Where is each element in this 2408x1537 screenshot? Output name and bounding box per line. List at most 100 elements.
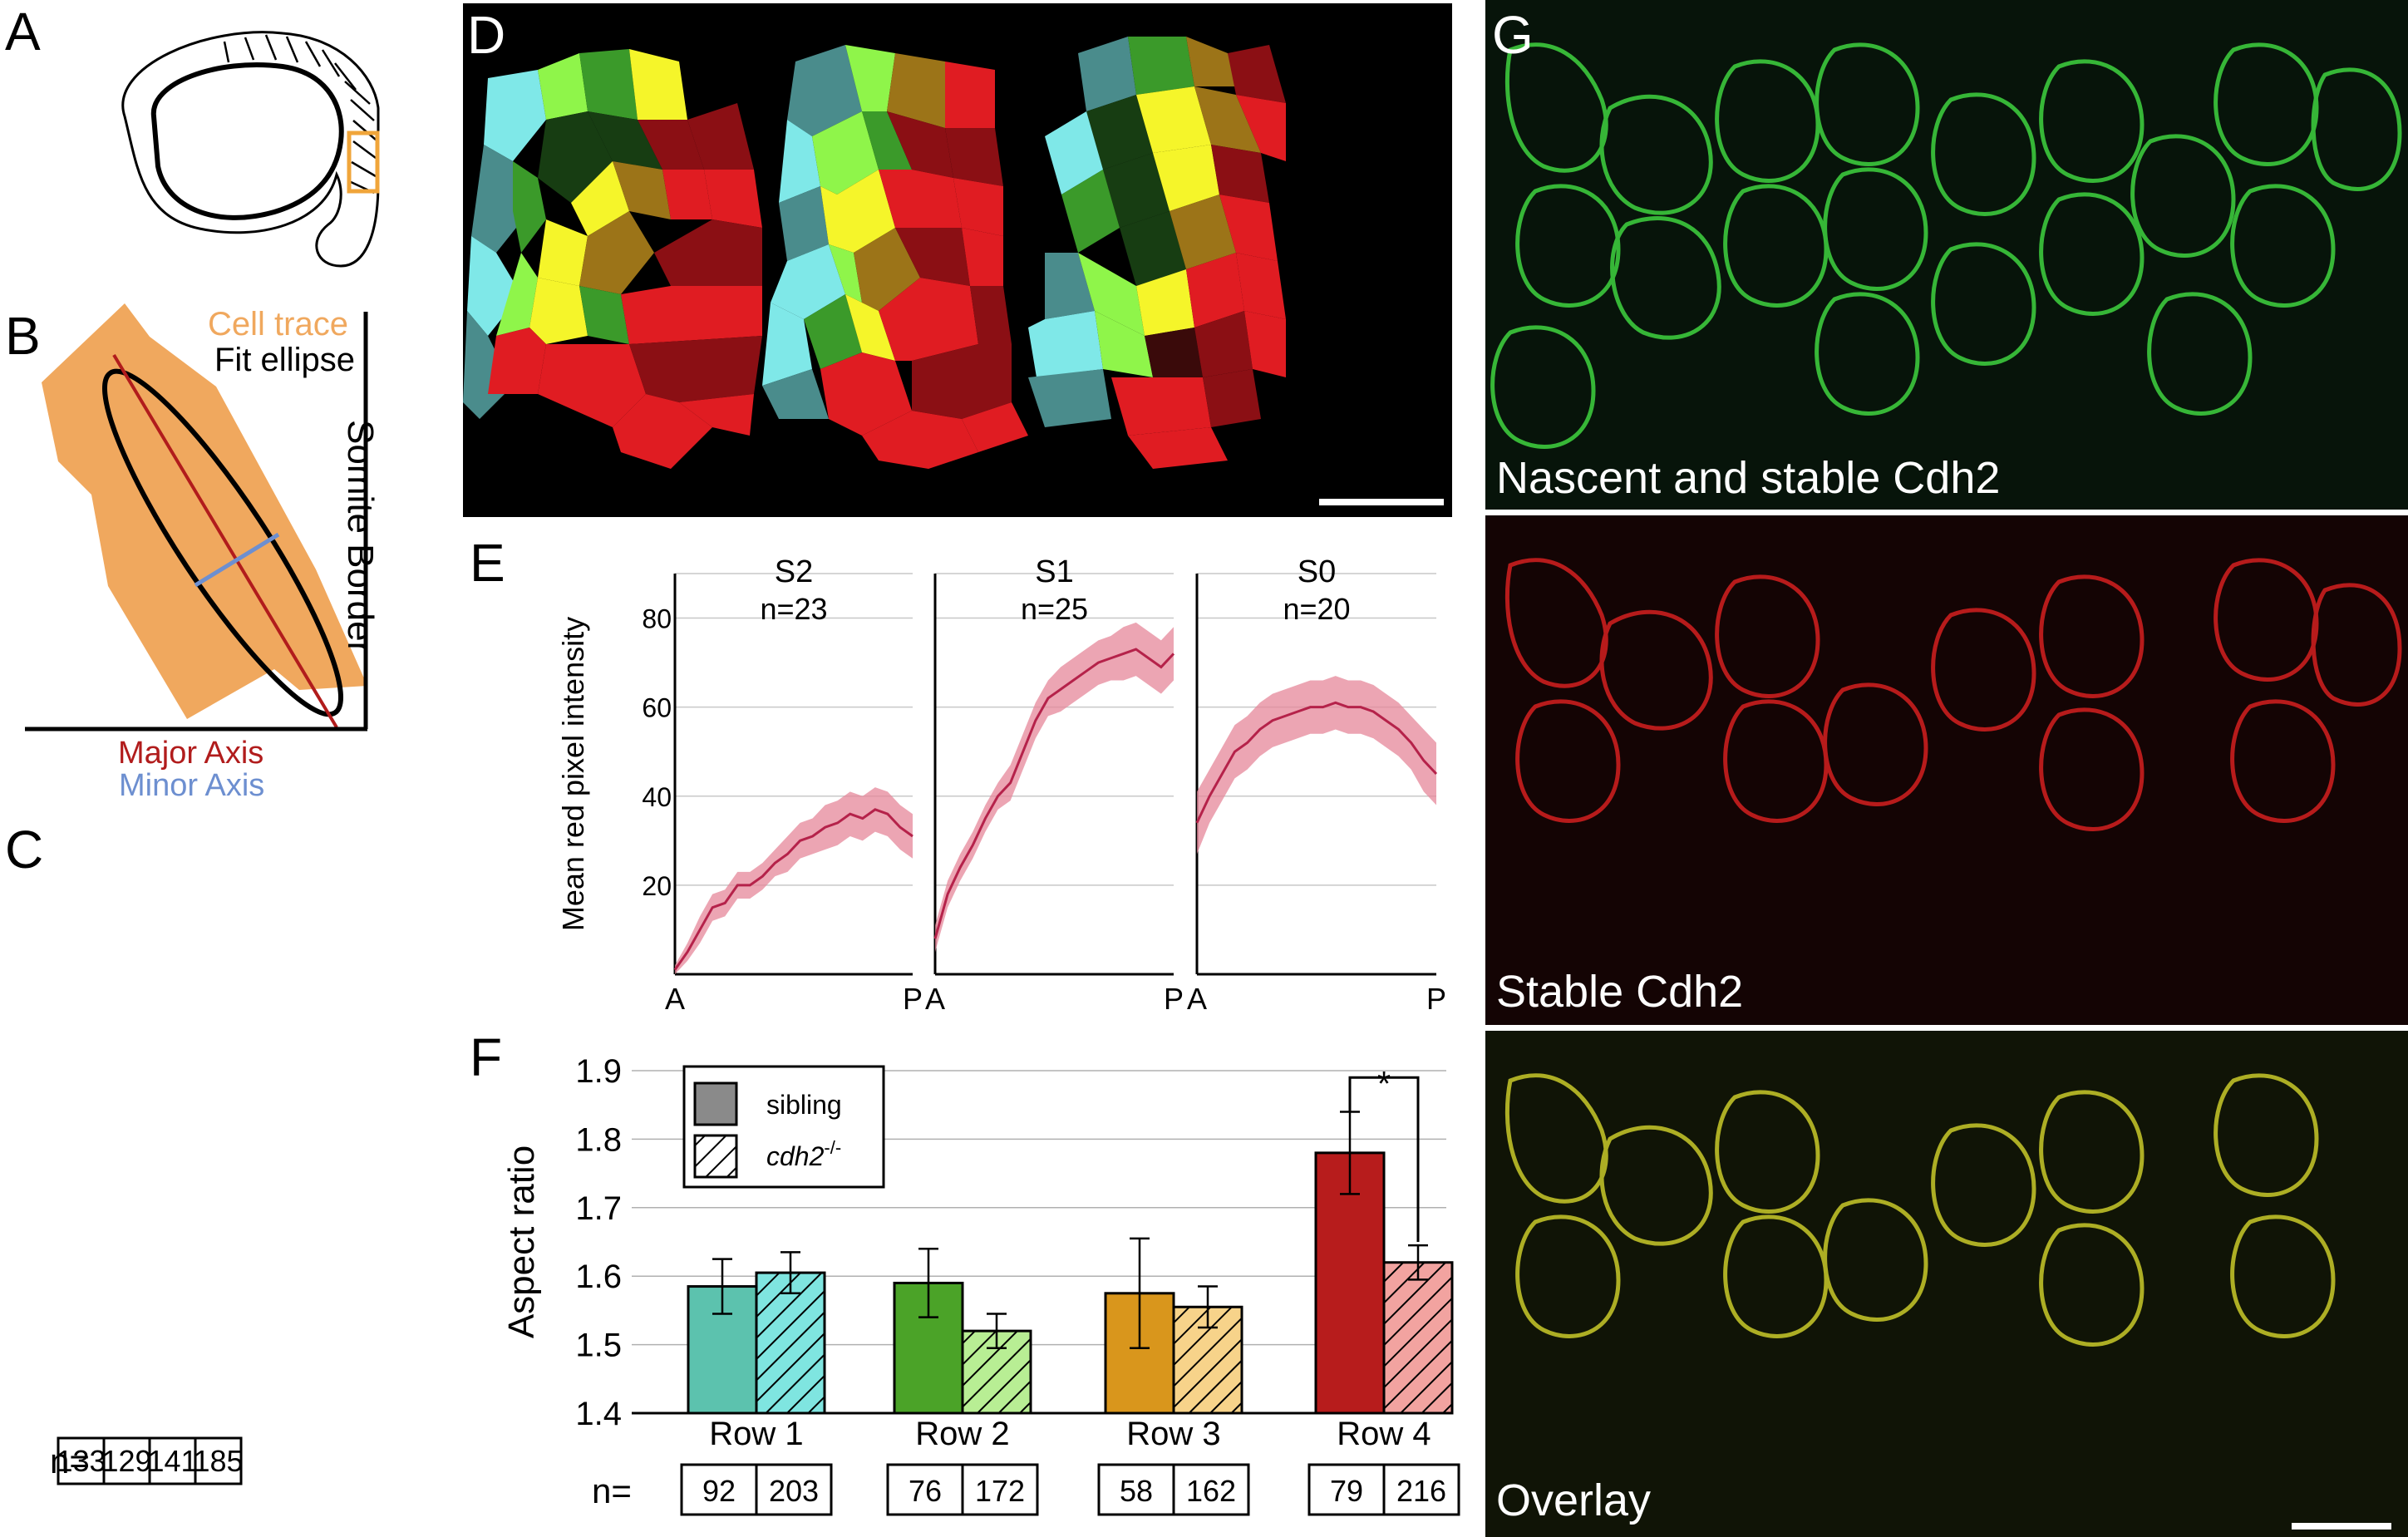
somite-chevrons xyxy=(223,34,377,195)
y-tick-label: 1.9 xyxy=(575,1053,622,1090)
y-tick-label: 1.5 xyxy=(575,1328,622,1364)
bar-cdh2 xyxy=(1382,1261,1454,1415)
minor-axis-line xyxy=(194,532,280,588)
n-cell xyxy=(1172,1463,1250,1516)
sd-band xyxy=(935,622,1174,953)
x-tick-label: Row 4 xyxy=(1337,1416,1431,1452)
x-tick-label: Row 3 xyxy=(1126,1416,1220,1452)
x-start-label: A xyxy=(925,982,945,1016)
red-cell-membranes xyxy=(1504,558,2402,831)
somite-border-label: Somite Border xyxy=(340,420,381,654)
legend-label-sibling: sibling xyxy=(766,1090,842,1120)
x-tick-label: Row 2 xyxy=(915,1416,1009,1452)
significance-bracket xyxy=(1348,1076,1420,1242)
n-value: 92 xyxy=(702,1474,736,1508)
chart-f: 1.4 1.5 1.6 1.7 1.8 1.9 Aspect ratio Row 1 92 203… xyxy=(501,1053,1460,1516)
y-tick-label: 1.6 xyxy=(575,1259,622,1295)
label-stable: Stable Cdh2 xyxy=(1496,967,1744,1017)
y-axis-label: Aspect ratio xyxy=(501,1145,542,1338)
n-value: 185 xyxy=(193,1444,243,1478)
y-tick-label: 1.8 xyxy=(575,1121,622,1158)
y-axis-label: Mean red pixel intensity xyxy=(556,617,590,931)
label-overlay: Overlay xyxy=(1496,1475,1652,1525)
x-start-label: A xyxy=(1187,982,1207,1016)
panel-c-letter: C xyxy=(5,820,44,879)
n-value: 58 xyxy=(1120,1474,1153,1508)
n-value: 129 xyxy=(101,1444,151,1478)
panel-f-letter: F xyxy=(470,1027,503,1087)
n-label: n= xyxy=(592,1471,632,1510)
overlay-cell-membranes xyxy=(1504,1073,2391,1530)
legend-fit-ellipse: Fit ellipse xyxy=(214,342,355,378)
label-nascent-stable: Nascent and stable Cdh2 xyxy=(1496,453,2001,503)
cell-trace-shape xyxy=(42,303,367,719)
y-tick-label: 20 xyxy=(642,871,672,901)
series-n: n=20 xyxy=(1283,592,1350,626)
n-value: 76 xyxy=(909,1474,942,1508)
selection-box xyxy=(347,131,380,194)
bar-cdh2 xyxy=(755,1271,826,1415)
image-overlay xyxy=(1485,1031,2408,1537)
x-end-label: P xyxy=(1426,982,1446,1016)
chart-c: 1.61.71.81.92.0Aspect ratioRow1133Row212… xyxy=(50,1436,244,1485)
series-n: n=25 xyxy=(1021,592,1088,626)
panel-b-letter: B xyxy=(5,306,41,366)
sd-band xyxy=(675,787,913,974)
panel-a-letter: A xyxy=(5,2,41,62)
segmented-cells xyxy=(463,37,1444,505)
image-stable xyxy=(1485,515,2408,1025)
legend-swatch-cdh2 xyxy=(693,1134,738,1179)
n-value: 162 xyxy=(1186,1474,1236,1508)
significance-marker: * xyxy=(1377,1064,1391,1103)
x-start-label: A xyxy=(665,982,685,1016)
y-tick-label: 40 xyxy=(642,782,672,812)
legend-label-cdh2-superscript: -/- xyxy=(824,1137,841,1158)
x-end-label: P xyxy=(903,982,923,1016)
y-tick-label: 80 xyxy=(642,604,672,634)
panel-e-letter: E xyxy=(470,533,505,593)
n-cell xyxy=(1382,1463,1460,1516)
legend-swatch-sibling xyxy=(693,1081,738,1126)
x-end-label: P xyxy=(1164,982,1184,1016)
n-cell xyxy=(961,1463,1039,1516)
n-value: 172 xyxy=(975,1474,1025,1508)
segmentation-image xyxy=(463,3,1452,517)
embryo-diagram xyxy=(121,31,380,268)
y-tick-label: 1.7 xyxy=(575,1190,622,1227)
major-axis-line xyxy=(112,353,338,729)
mean-line xyxy=(1195,701,1438,824)
legend-label-cdh2: cdh2-/- xyxy=(766,1137,841,1171)
bar-sibling xyxy=(1314,1151,1386,1415)
sd-band xyxy=(1197,676,1436,855)
x-tick-label: Row 1 xyxy=(709,1416,803,1452)
n-cell xyxy=(194,1436,243,1485)
mean-line xyxy=(933,648,1175,939)
mean-line xyxy=(673,808,913,971)
n-value: 216 xyxy=(1396,1474,1446,1508)
n-cell xyxy=(148,1436,197,1485)
cell-trace-diagram xyxy=(25,303,368,732)
n-value: 141 xyxy=(147,1444,197,1478)
n-value: 133 xyxy=(56,1444,106,1478)
panel-g-letter: G xyxy=(1492,5,1534,65)
n-value: 79 xyxy=(1330,1474,1363,1508)
green-cell-membranes xyxy=(1490,42,2402,449)
series-title: S0 xyxy=(1298,554,1336,589)
y-tick-label: 1.4 xyxy=(575,1396,622,1432)
fit-ellipse xyxy=(101,368,344,717)
n-cell xyxy=(1307,1463,1386,1516)
n-label: n= xyxy=(50,1441,90,1480)
series-n: n=23 xyxy=(760,592,827,626)
major-axis-label: Major Axis xyxy=(118,736,264,771)
minor-axis-label: Minor Axis xyxy=(119,768,265,803)
n-value: 203 xyxy=(769,1474,819,1508)
n-cell xyxy=(1097,1463,1175,1516)
n-cell xyxy=(755,1463,833,1516)
y-tick-label: 60 xyxy=(642,693,672,723)
series-title: S1 xyxy=(1035,554,1073,589)
legend-cell-trace: Cell trace xyxy=(208,306,348,342)
yolk-outline xyxy=(150,62,344,220)
panel-d-letter: D xyxy=(467,5,506,65)
series-title: S2 xyxy=(775,554,813,589)
